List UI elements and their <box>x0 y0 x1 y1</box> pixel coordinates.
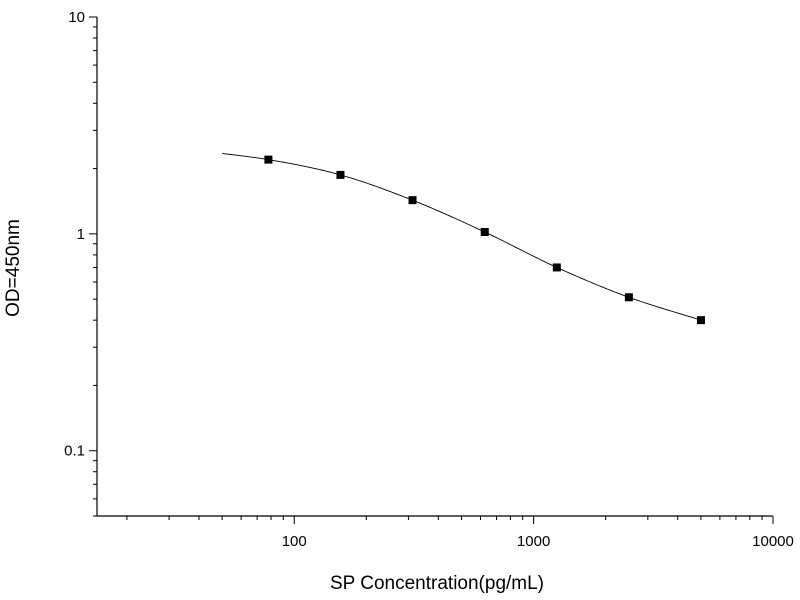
y-tick-label: 1 <box>77 226 85 243</box>
y-tick-label: 0.1 <box>64 443 85 460</box>
data-points <box>264 155 705 325</box>
axes <box>89 16 774 524</box>
fit-curve <box>222 152 702 321</box>
data-point <box>696 316 705 325</box>
data-point <box>480 227 489 236</box>
data-point <box>408 196 417 205</box>
data-point <box>336 170 345 179</box>
y-axis-title: OD=450nm <box>3 219 24 317</box>
data-point <box>624 293 633 302</box>
x-axis-title: SP Concentration(pg/mL) <box>330 573 544 594</box>
x-tick-label: 10000 <box>752 533 794 550</box>
data-point <box>264 155 273 164</box>
data-point <box>552 263 561 272</box>
x-tick-label: 100 <box>282 533 307 550</box>
x-tick-label: 1000 <box>517 533 550 550</box>
tick-labels: 0.1 1 10 100 1000 10000 <box>64 9 794 550</box>
y-tick-label: 10 <box>68 9 85 26</box>
